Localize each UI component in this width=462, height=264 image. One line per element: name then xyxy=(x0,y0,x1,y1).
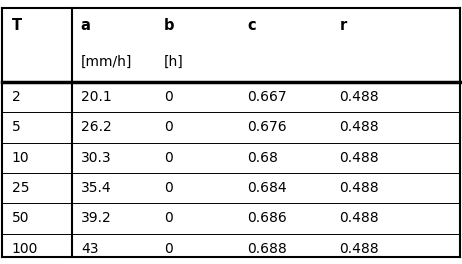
Text: 2: 2 xyxy=(12,90,20,104)
Text: 0: 0 xyxy=(164,211,173,225)
Text: r: r xyxy=(340,18,347,32)
Text: 0: 0 xyxy=(164,90,173,104)
Text: 0.667: 0.667 xyxy=(247,90,287,104)
Text: 0: 0 xyxy=(164,151,173,165)
Text: c: c xyxy=(247,18,256,32)
Text: 50: 50 xyxy=(12,211,29,225)
Text: 26.2: 26.2 xyxy=(81,120,112,134)
Text: 43: 43 xyxy=(81,242,98,256)
Text: 39.2: 39.2 xyxy=(81,211,112,225)
Text: 25: 25 xyxy=(12,181,29,195)
Text: 0: 0 xyxy=(164,120,173,134)
Text: [h]: [h] xyxy=(164,55,184,69)
Text: 100: 100 xyxy=(12,242,38,256)
Text: 5: 5 xyxy=(12,120,20,134)
Text: 0.488: 0.488 xyxy=(340,242,379,256)
Text: 0.488: 0.488 xyxy=(340,211,379,225)
Text: 0.684: 0.684 xyxy=(247,181,287,195)
Text: 10: 10 xyxy=(12,151,29,165)
Text: 0: 0 xyxy=(164,181,173,195)
Text: 0.676: 0.676 xyxy=(247,120,287,134)
Text: 0.686: 0.686 xyxy=(247,211,287,225)
Text: 35.4: 35.4 xyxy=(81,181,111,195)
Text: 0.68: 0.68 xyxy=(247,151,278,165)
Text: 20.1: 20.1 xyxy=(81,90,112,104)
Text: 0.488: 0.488 xyxy=(340,90,379,104)
Text: 0.488: 0.488 xyxy=(340,151,379,165)
Text: b: b xyxy=(164,18,175,32)
Text: T: T xyxy=(12,18,22,32)
Text: 0.488: 0.488 xyxy=(340,120,379,134)
Text: 0.688: 0.688 xyxy=(247,242,287,256)
Text: a: a xyxy=(81,18,91,32)
Text: 0: 0 xyxy=(164,242,173,256)
Text: [mm/h]: [mm/h] xyxy=(81,55,132,69)
Text: 30.3: 30.3 xyxy=(81,151,111,165)
Text: 0.488: 0.488 xyxy=(340,181,379,195)
